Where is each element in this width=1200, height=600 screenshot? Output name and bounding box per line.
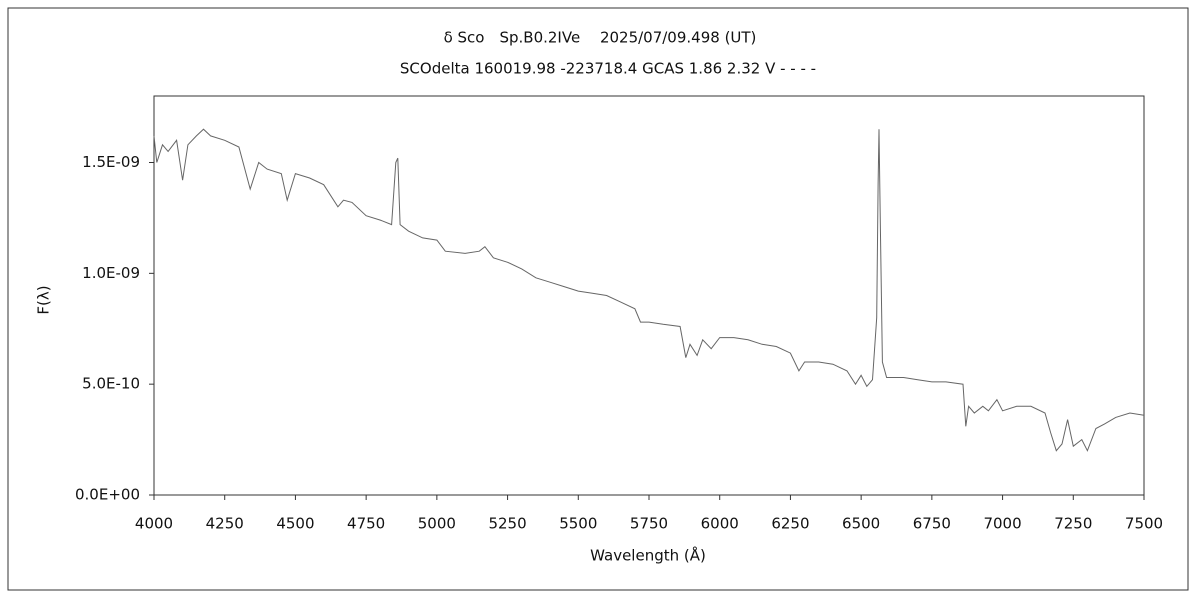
x-axis-label: Wavelength (Å) (590, 546, 706, 565)
x-tick-label: 6750 (913, 515, 951, 533)
x-tick-label: 7500 (1125, 515, 1163, 533)
x-tick-label: 6000 (701, 515, 739, 533)
y-tick-label: 1.0E-09 (82, 264, 140, 282)
y-tick-label: 5.0E-10 (82, 375, 140, 393)
y-tick-label: 0.0E+00 (75, 486, 140, 504)
chart-title: δ Sco Sp.B0.2IVe 2025/07/09.498 (UT) (444, 29, 757, 47)
plot-frame (153, 95, 1145, 496)
chart-subtitle: SCOdelta 160019.98 -223718.4 GCAS 1.86 2… (400, 60, 816, 78)
x-tick-label: 4750 (347, 515, 385, 533)
x-tick-label: 5500 (559, 515, 597, 533)
x-tick-label: 5750 (630, 515, 668, 533)
x-tick-label: 5250 (488, 515, 526, 533)
y-tick-label: 1.5E-09 (82, 153, 140, 171)
spectrum-line (153, 128, 1145, 452)
x-tick-label: 4250 (206, 515, 244, 533)
x-tick-label: 6500 (842, 515, 880, 533)
y-axis-label: F(λ) (35, 285, 53, 314)
x-tick-label: 4500 (276, 515, 314, 533)
x-tick-label: 7000 (983, 515, 1021, 533)
x-tick-label: 4000 (135, 515, 173, 533)
x-tick-label: 6250 (771, 515, 809, 533)
x-tick-label: 5000 (418, 515, 456, 533)
x-tick-label: 7250 (1054, 515, 1092, 533)
outer-frame (7, 7, 1189, 591)
